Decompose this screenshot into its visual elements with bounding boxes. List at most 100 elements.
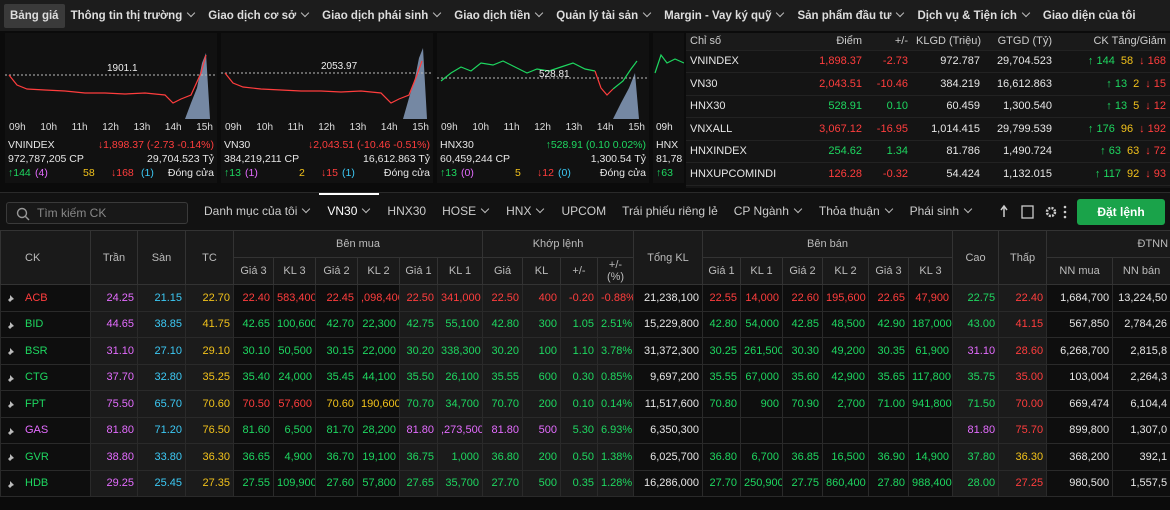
pin-icon[interactable] xyxy=(7,347,16,356)
stock-row: GAS 81.80 71.20 76.50 81.60 6,500 81.70 28,200 8… xyxy=(0,416,1170,444)
sub-header: KL 1 xyxy=(437,257,483,285)
tab[interactable]: Phái sinh xyxy=(902,193,981,229)
cell xyxy=(782,416,824,444)
cell: 0.35 xyxy=(560,469,598,497)
nav-item[interactable]: Thông tin thị trường xyxy=(65,4,203,28)
tab[interactable]: HOSE xyxy=(434,193,498,229)
stock-row: BID 44.65 38.85 41.75 42.65 100,600 42.70 22,30… xyxy=(0,310,1170,338)
time-label: 09h xyxy=(441,122,458,133)
cell: 71.20 xyxy=(137,416,186,444)
tab[interactable]: Danh mục của tôi xyxy=(196,193,319,229)
nav-item[interactable]: Giao dịch phái sinh xyxy=(316,4,448,28)
index-breadth: ↑ 63 63 ↓ 72 xyxy=(1056,140,1170,163)
nav-item[interactable]: Sản phẩm đầu tư xyxy=(791,4,911,28)
pin-icon[interactable] xyxy=(7,427,16,436)
time-label: 13h xyxy=(565,122,583,133)
nav-label: Giao dịch phái sinh xyxy=(322,9,429,22)
tab[interactable]: HNX30 xyxy=(379,193,434,229)
index-point: 126.28 xyxy=(794,162,866,186)
cell: 1,684,700 xyxy=(1046,284,1114,312)
sub-header: Giá 3 xyxy=(868,257,910,285)
cell: 81.70 xyxy=(315,416,358,444)
pin-icon[interactable] xyxy=(7,400,16,409)
cell: 24,000 xyxy=(273,363,316,391)
cell: 33.80 xyxy=(137,443,186,471)
tab[interactable]: CP Ngành xyxy=(726,193,811,229)
cell: ,098,400 xyxy=(357,284,400,312)
cell: 6,350,300 xyxy=(633,416,704,444)
stock-row: GVR 38.80 33.80 36.30 36.65 4,900 36.70 19,100 3… xyxy=(0,443,1170,471)
cell: 22.40 xyxy=(998,284,1048,312)
cell: 2,815,8 xyxy=(1112,337,1170,365)
card-amount: 16,612.863 Tỷ xyxy=(363,153,430,165)
nav-item[interactable]: Giao dịch cơ sở xyxy=(202,4,316,28)
ticker: GAS xyxy=(0,416,91,444)
group-header: Trần xyxy=(90,230,138,285)
index-name: VNXALL xyxy=(686,117,794,141)
tab[interactable]: Thỏa thuận xyxy=(811,193,902,229)
nav-item[interactable]: Bảng giá xyxy=(4,3,65,28)
group-header: Khớp lệnh xyxy=(481,230,635,258)
cell: 16,286,000 xyxy=(633,469,704,497)
cell: 71.00 xyxy=(868,390,910,418)
tab[interactable]: UPCOM xyxy=(553,193,614,229)
cell: 117,800 xyxy=(908,363,954,391)
nav-item[interactable]: Dịch vụ & Tiện ích xyxy=(911,4,1036,28)
nav-label: Margin - Vay ký quỹ xyxy=(664,9,772,22)
nav-item[interactable]: Giao diện của tôi xyxy=(1037,4,1142,28)
cell: 31.10 xyxy=(952,337,1000,365)
tab[interactable]: Trái phiếu riêng lẻ xyxy=(614,193,726,229)
stock-row: HDB 29.25 25.45 27.35 27.55 109,900 27.60 57,80… xyxy=(0,469,1170,497)
chevron xyxy=(963,204,973,214)
cell: 22.55 xyxy=(702,284,742,312)
cell: 19,100 xyxy=(357,443,400,471)
card-value: ↑528.91 (0.10 0.02%) xyxy=(545,139,646,151)
pin-icon[interactable] xyxy=(7,374,16,383)
cell: 38.80 xyxy=(90,443,138,471)
cell: 81.80 xyxy=(90,416,138,444)
index-breadth: ↑ 117 92 ↓ 93 xyxy=(1056,162,1170,186)
cell: 31,372,300 xyxy=(633,337,704,365)
nav-item[interactable]: Margin - Vay ký quỹ xyxy=(658,4,791,28)
search-box[interactable]: Tìm kiếm CK xyxy=(6,202,188,224)
cell: 30.20 xyxy=(399,337,438,365)
cell xyxy=(740,416,784,444)
cell: 3.78% xyxy=(596,337,635,365)
cell: 26,100 xyxy=(437,363,483,391)
card-ceiling: (0) xyxy=(461,167,474,179)
pin-icon[interactable] xyxy=(7,321,16,330)
index-change: -10.46 xyxy=(866,72,912,96)
card-name: HNX xyxy=(656,139,679,151)
index-change: 0.10 xyxy=(866,95,912,118)
pin-icon[interactable] xyxy=(7,453,16,462)
cell: 14,000 xyxy=(740,284,784,312)
cell: 28.00 xyxy=(952,469,1000,497)
chevron xyxy=(884,204,893,214)
cell: 190,600 xyxy=(357,390,400,418)
cell: 100,600 xyxy=(273,310,316,338)
tab[interactable]: HNX xyxy=(498,193,553,229)
nav-item[interactable]: Quản lý tài sản xyxy=(550,4,658,28)
advances: ↑ 176 xyxy=(1087,122,1115,135)
pin-icon[interactable] xyxy=(7,294,16,303)
ticker: BID xyxy=(0,310,91,338)
cell: 22.75 xyxy=(952,284,1000,312)
reference-label: 528.81 xyxy=(539,69,570,80)
cell: -0.20 xyxy=(560,284,598,312)
tab[interactable]: VN30 xyxy=(319,193,380,229)
pin-icon[interactable] xyxy=(7,480,16,489)
cell: 0.30 xyxy=(560,363,598,391)
order-button[interactable]: Đặt lệnh xyxy=(1077,199,1165,225)
cell: 1,557,5 xyxy=(1112,469,1170,497)
chevron xyxy=(480,204,490,214)
index-volume: 1,014.415 xyxy=(912,117,984,141)
cell: 2.51% xyxy=(596,310,635,338)
cell: 57,600 xyxy=(273,390,316,418)
nav-label: Giao diện của tôi xyxy=(1042,9,1136,22)
tab-label: Danh mục của tôi xyxy=(204,204,298,218)
cell: 36.75 xyxy=(399,443,438,471)
cell: 250,900 xyxy=(740,469,784,497)
nav-item[interactable]: Giao dịch tiền xyxy=(448,4,550,28)
card-volume: 60,459,244 CP xyxy=(440,153,511,165)
cell: 55,100 xyxy=(437,310,483,338)
